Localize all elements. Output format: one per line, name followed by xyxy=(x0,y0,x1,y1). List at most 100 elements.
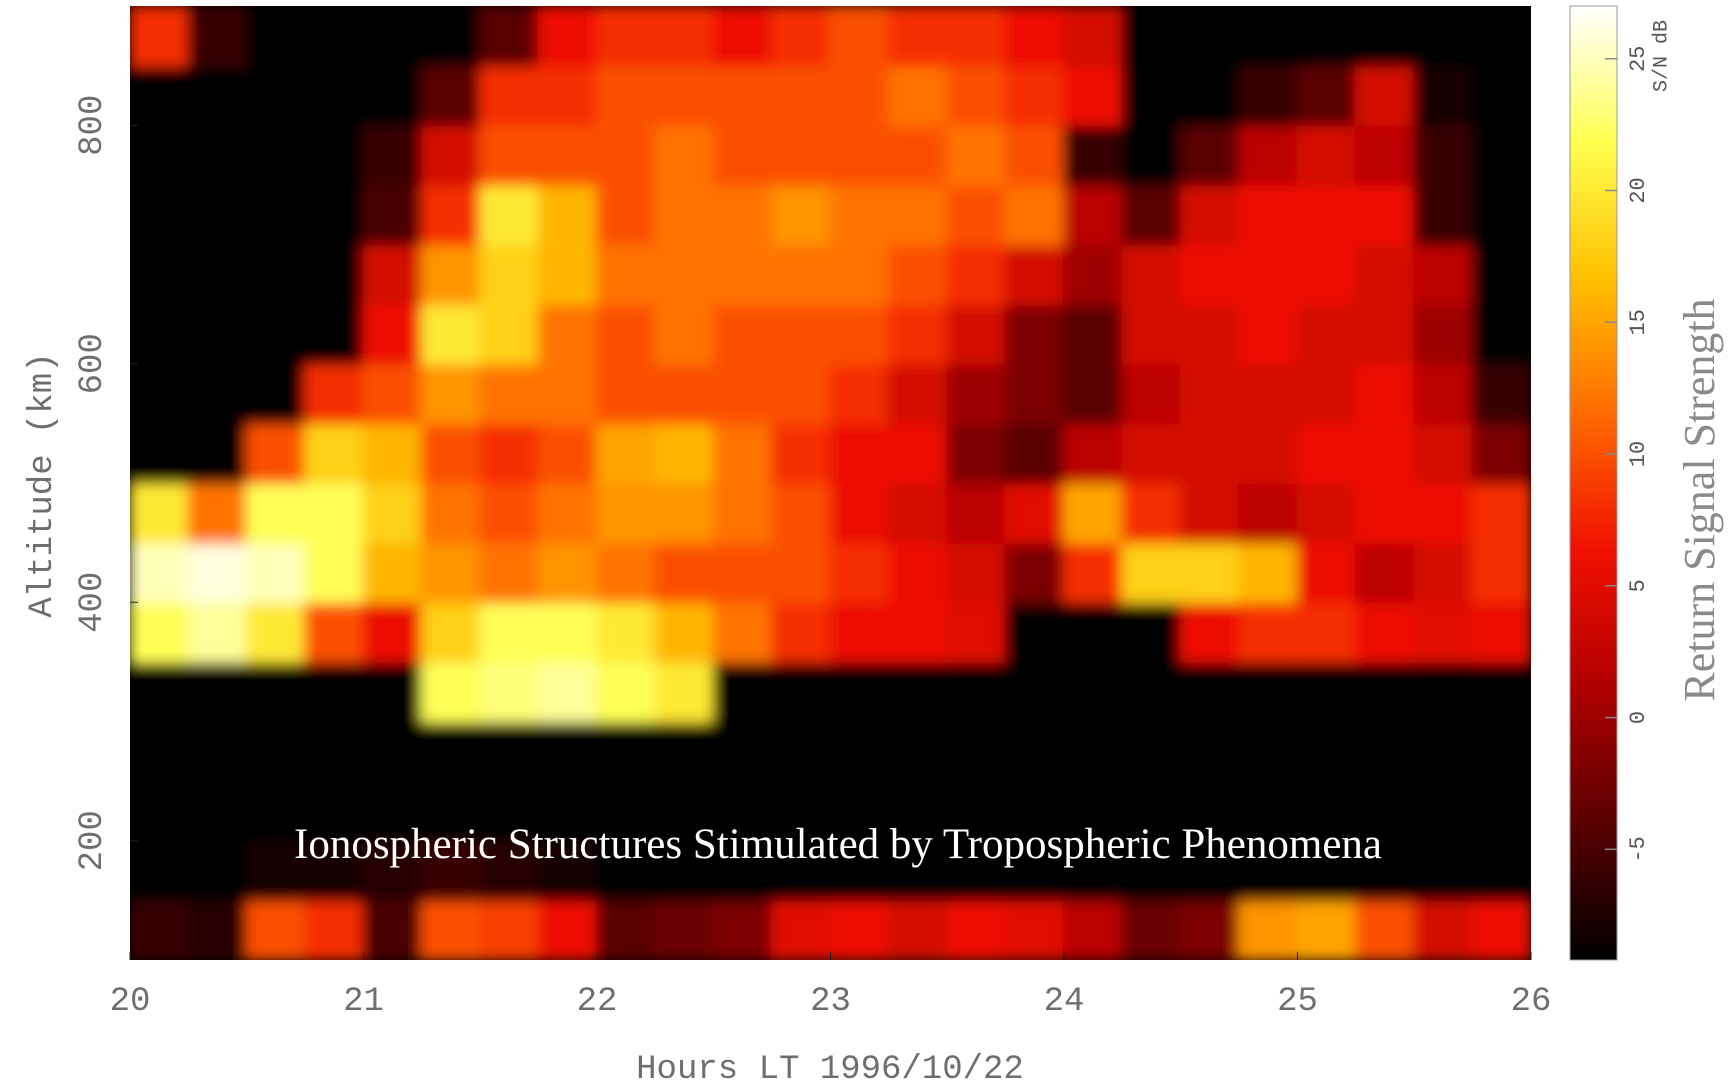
heatmap-cell xyxy=(537,362,598,425)
heatmap-cell xyxy=(946,720,1007,783)
heatmap-cell xyxy=(1063,839,1124,902)
heatmap-cell xyxy=(1179,183,1241,246)
heatmap-cell xyxy=(362,64,423,127)
heatmap-cell xyxy=(771,303,832,365)
heatmap-cell xyxy=(420,720,482,783)
heatmap-cell xyxy=(1238,183,1299,246)
heatmap-cell xyxy=(596,660,657,723)
heatmap-cell xyxy=(1121,601,1182,663)
heatmap-cell xyxy=(537,660,598,723)
heatmap-cell xyxy=(1004,124,1065,186)
heatmap-cell xyxy=(304,660,365,723)
heatmap-cell xyxy=(654,64,715,127)
heatmap-cell xyxy=(130,720,190,783)
colorbar-tick-label: 15 xyxy=(1626,309,1651,335)
heatmap-cell xyxy=(1179,482,1241,544)
heatmap-cell xyxy=(1238,720,1299,783)
heatmap-cell xyxy=(479,64,540,127)
heatmap-cell xyxy=(130,303,190,365)
heatmap-cell xyxy=(1238,541,1299,604)
heatmap-cell xyxy=(304,303,365,365)
heatmap-cell xyxy=(771,362,832,425)
heatmap-cell xyxy=(130,183,190,246)
heatmap-cell xyxy=(1121,64,1182,127)
heatmap-cell xyxy=(362,243,423,306)
heatmap-cell xyxy=(304,422,365,484)
heatmap-cell xyxy=(829,780,890,842)
heatmap-cell xyxy=(362,6,423,67)
heatmap-cell xyxy=(1413,362,1474,425)
heatmap-cell xyxy=(1121,6,1182,67)
heatmap-cell xyxy=(596,64,657,127)
heatmap-cell xyxy=(654,839,715,902)
heatmap-cell xyxy=(1004,243,1065,306)
heatmap-cell xyxy=(1354,303,1416,365)
heatmap-cell xyxy=(1121,243,1182,306)
heatmap-cell xyxy=(1179,780,1241,842)
heatmap-cell xyxy=(130,6,190,67)
heatmap-cell xyxy=(1354,243,1416,306)
heatmap-cell xyxy=(1354,482,1416,544)
heatmap-cell xyxy=(829,601,890,663)
heatmap-cell xyxy=(1238,362,1299,425)
heatmap-cell xyxy=(1063,541,1124,604)
heatmap-cell xyxy=(712,541,774,604)
x-tick-label: 24 xyxy=(1044,983,1085,1021)
heatmap-cell xyxy=(1296,601,1357,663)
heatmap-cell xyxy=(187,720,248,783)
heatmap-cell xyxy=(712,6,774,67)
heatmap-cell xyxy=(1063,362,1124,425)
heatmap-cell xyxy=(1413,720,1474,783)
heatmap-cell xyxy=(1004,362,1065,425)
heatmap-cell xyxy=(537,303,598,365)
heatmap-cell xyxy=(1354,720,1416,783)
heatmap-cell xyxy=(479,720,540,783)
heatmap-cell xyxy=(887,482,949,544)
heatmap-cell xyxy=(946,243,1007,306)
heatmap-cell xyxy=(420,839,482,902)
heatmap-cell xyxy=(887,780,949,842)
heatmap-cell xyxy=(654,243,715,306)
heatmap-cell xyxy=(946,6,1007,67)
heatmap-cell xyxy=(946,541,1007,604)
heatmap-cell xyxy=(130,422,190,484)
heatmap-cell xyxy=(829,482,890,544)
heatmap-cell xyxy=(946,362,1007,425)
heatmap-cell xyxy=(362,422,423,484)
heatmap-cell xyxy=(596,303,657,365)
heatmap-cell xyxy=(596,6,657,67)
heatmap-cell xyxy=(245,541,307,604)
heatmap-cell xyxy=(362,839,423,902)
heatmap-cell xyxy=(1004,183,1065,246)
heatmap-cell xyxy=(887,422,949,484)
heatmap-cell xyxy=(187,6,248,67)
heatmap-cell xyxy=(304,6,365,67)
heatmap-cell xyxy=(479,362,540,425)
y-tick-label: 200 xyxy=(74,810,112,871)
heatmap-cell xyxy=(420,541,482,604)
heatmap-cell xyxy=(420,422,482,484)
heatmap-cell xyxy=(420,482,482,544)
heatmap-cell xyxy=(887,124,949,186)
heatmap-cell xyxy=(1063,124,1124,186)
heatmap-cell xyxy=(1296,899,1357,960)
heatmap-cell xyxy=(245,601,307,663)
heatmap-cell xyxy=(1471,720,1531,783)
colorbar-tick-label: 5 xyxy=(1626,579,1651,592)
heatmap-cell xyxy=(1063,6,1124,67)
heatmap-cell xyxy=(1121,362,1182,425)
heatmap-cell xyxy=(1354,422,1416,484)
heatmap-cell xyxy=(829,660,890,723)
heatmap-cell xyxy=(829,720,890,783)
heatmap-cell xyxy=(654,601,715,663)
heatmap-cell xyxy=(187,183,248,246)
heatmap-cell xyxy=(887,839,949,902)
heatmap-cell xyxy=(1063,720,1124,783)
heatmap-cell xyxy=(1063,780,1124,842)
heatmap-cell xyxy=(187,124,248,186)
heatmap-cell xyxy=(654,482,715,544)
heatmap-cell xyxy=(187,243,248,306)
heatmap-cell xyxy=(596,124,657,186)
heatmap-cell xyxy=(946,601,1007,663)
heatmap-cell xyxy=(887,660,949,723)
